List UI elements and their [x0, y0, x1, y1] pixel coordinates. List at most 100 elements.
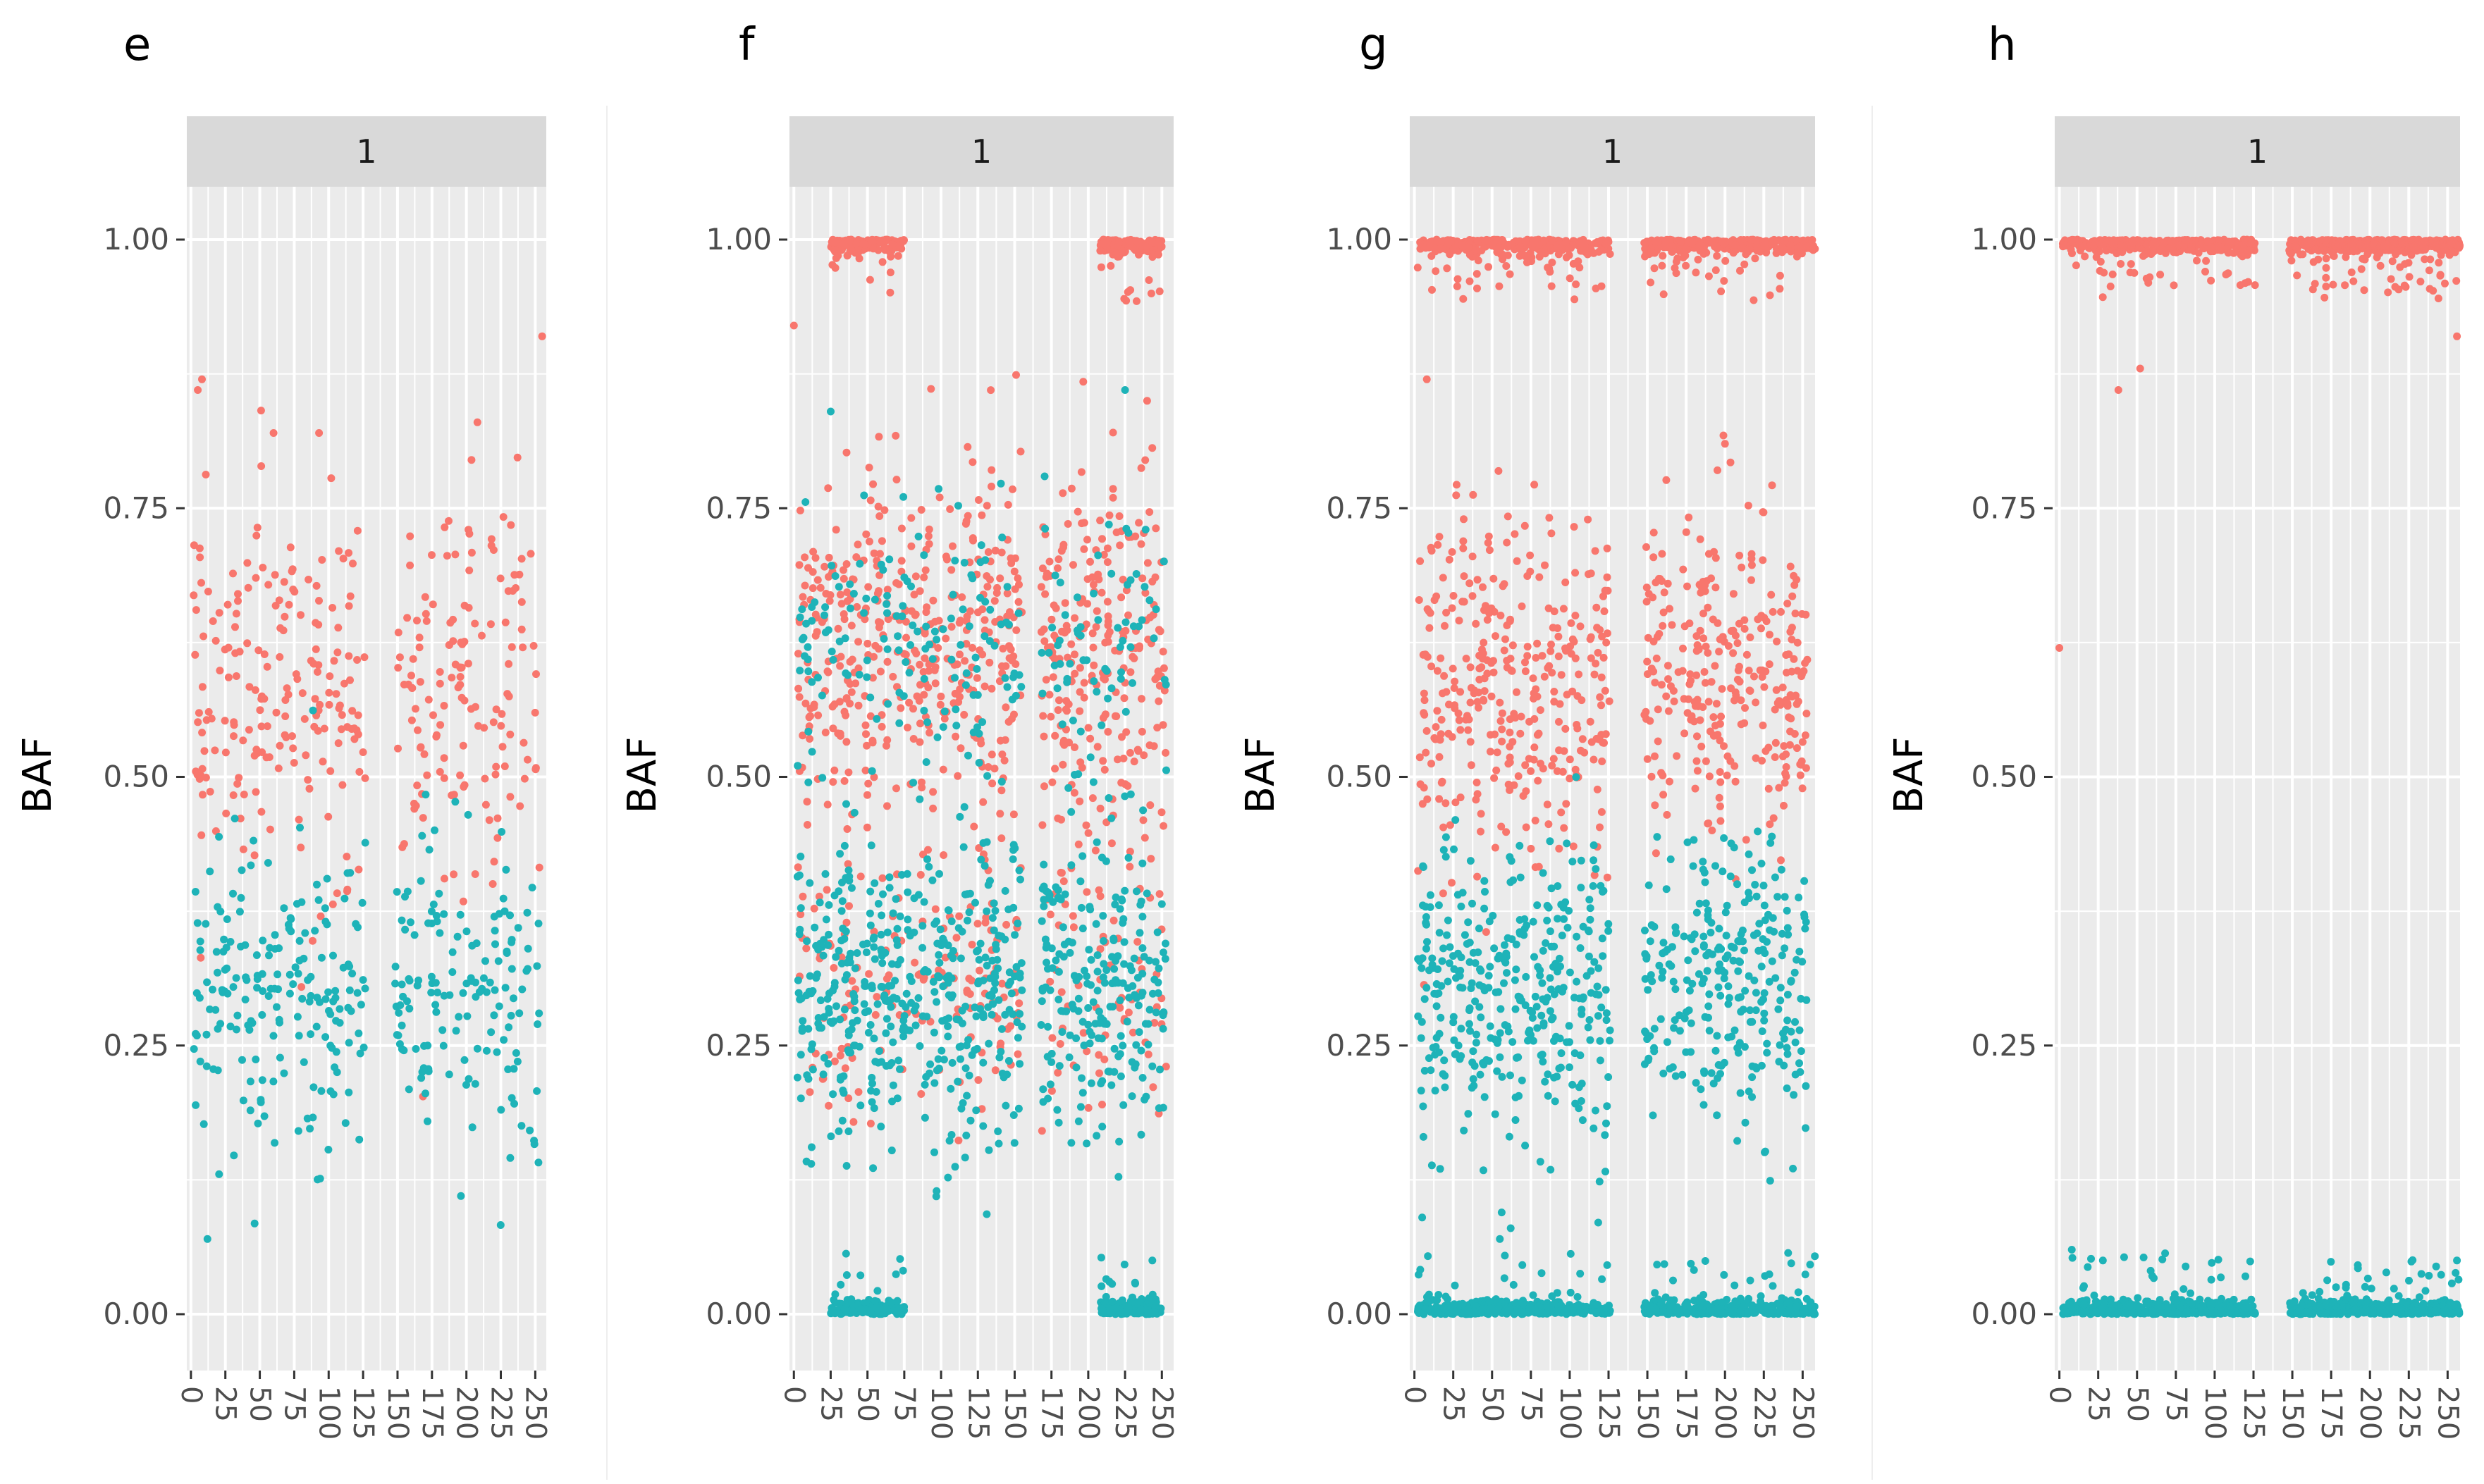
red-point — [919, 668, 928, 676]
teal-point — [1766, 839, 1775, 847]
red-point — [1716, 817, 1725, 825]
red-point — [1754, 615, 1762, 624]
red-point — [794, 863, 802, 872]
red-point — [873, 993, 881, 1001]
teal-point — [491, 927, 499, 935]
red-point — [974, 1076, 983, 1084]
red-point — [1783, 669, 1790, 676]
red-point — [1054, 706, 1062, 715]
red-point — [1090, 661, 1098, 669]
teal-point — [804, 727, 813, 736]
red-point — [888, 240, 897, 249]
teal-point — [436, 929, 444, 937]
teal-point — [398, 916, 406, 925]
teal-point — [341, 1119, 350, 1127]
red-point — [1040, 782, 1048, 791]
teal-point — [1087, 956, 1095, 964]
red-point — [1651, 679, 1659, 687]
red-point — [1460, 572, 1468, 581]
teal-point — [445, 1070, 453, 1079]
teal-point — [860, 491, 868, 500]
teal-point — [935, 870, 943, 878]
red-point — [1729, 626, 1738, 635]
teal-point — [1078, 1074, 1086, 1082]
red-point — [280, 578, 288, 586]
teal-point — [250, 836, 258, 845]
teal-point — [440, 910, 448, 918]
teal-point — [811, 598, 819, 607]
teal-point — [979, 1122, 988, 1130]
red-point — [1100, 550, 1108, 559]
teal-point — [1094, 616, 1102, 624]
red-point — [293, 675, 302, 684]
red-point — [507, 521, 515, 529]
teal-point — [1107, 1081, 1116, 1089]
teal-point — [922, 622, 930, 631]
red-point — [1422, 726, 1431, 735]
teal-point — [307, 991, 315, 1000]
teal-point — [985, 1039, 993, 1048]
red-point — [1577, 746, 1585, 755]
red-point — [1496, 612, 1505, 619]
teal-point — [933, 733, 942, 741]
red-point — [1729, 590, 1738, 598]
red-point — [1506, 270, 1514, 278]
teal-point — [1557, 901, 1566, 909]
teal-point — [896, 1255, 904, 1263]
red-point — [1578, 239, 1586, 247]
teal-point — [944, 1032, 952, 1041]
red-point — [1460, 515, 1468, 524]
red-point — [1533, 639, 1542, 648]
teal-point — [868, 984, 876, 993]
teal-point — [870, 1104, 878, 1113]
teal-point — [398, 1021, 406, 1029]
teal-point — [1665, 960, 1673, 968]
red-point — [1142, 242, 1150, 251]
teal-point — [1114, 1052, 1123, 1061]
red-point — [936, 700, 945, 709]
red-point — [1000, 756, 1009, 765]
teal-point — [269, 1032, 278, 1040]
teal-point — [1009, 1010, 1017, 1018]
red-point — [1721, 440, 1729, 448]
teal-point — [983, 1210, 991, 1218]
red-point — [197, 953, 205, 962]
red-point — [478, 631, 486, 640]
red-point — [334, 624, 343, 632]
red-point — [244, 583, 252, 592]
teal-point — [1047, 1058, 1056, 1066]
teal-point — [1472, 1030, 1480, 1039]
red-point — [1418, 800, 1427, 808]
red-point — [921, 654, 929, 662]
teal-point — [837, 1280, 845, 1289]
teal-point — [1120, 960, 1129, 968]
red-point — [531, 708, 539, 717]
red-point — [1724, 642, 1733, 650]
red-point — [1099, 714, 1107, 722]
red-point — [1451, 798, 1460, 807]
red-point — [1445, 700, 1453, 709]
red-point — [1565, 251, 1573, 259]
red-point — [519, 738, 528, 747]
red-point — [1745, 667, 1753, 675]
teal-point — [1457, 953, 1465, 962]
teal-point — [1761, 949, 1769, 958]
teal-point — [994, 1127, 1002, 1135]
red-point — [1056, 1040, 1064, 1048]
teal-point — [883, 592, 892, 600]
red-point — [1738, 563, 1746, 571]
red-point — [1051, 765, 1059, 773]
red-point — [927, 385, 935, 393]
red-point — [1466, 663, 1475, 672]
teal-point — [1126, 1297, 1135, 1305]
red-point — [830, 766, 839, 774]
teal-point — [1730, 843, 1738, 852]
teal-point — [1126, 576, 1135, 584]
red-point — [1519, 792, 1527, 800]
red-point — [1704, 698, 1713, 706]
teal-point — [1126, 643, 1135, 651]
teal-point — [428, 979, 436, 987]
red-point — [1492, 766, 1501, 774]
red-point — [1495, 282, 1504, 290]
red-point — [916, 681, 924, 689]
